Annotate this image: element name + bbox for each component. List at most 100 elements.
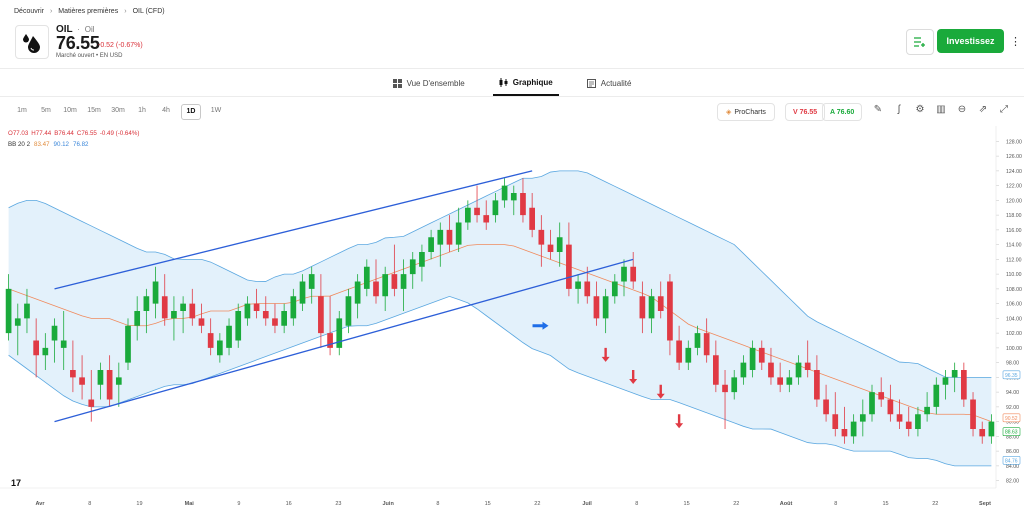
- candle-body: [850, 421, 857, 437]
- y-tick-label: 84.00: [1006, 464, 1019, 470]
- timeframe-1h[interactable]: 1h: [138, 107, 146, 114]
- x-tick-label: 15: [684, 501, 690, 507]
- price-tag-box: [1002, 413, 1021, 423]
- minus-circle-icon[interactable]: ⊖: [957, 104, 967, 115]
- bollinger-middle-line: [8, 244, 992, 423]
- settings-gear-icon[interactable]: ⚙: [915, 104, 925, 115]
- watchlist-button[interactable]: [906, 29, 934, 55]
- timeframe-5m[interactable]: 5m: [41, 107, 51, 114]
- x-tick-label: 22: [534, 501, 540, 507]
- tab-news-label: Actualité: [600, 78, 632, 88]
- candle-body: [905, 421, 912, 429]
- procharts-icon: ◈: [726, 109, 732, 116]
- x-tick-label: Mai: [185, 501, 195, 507]
- buy-price-button[interactable]: A 76.60: [822, 103, 863, 121]
- procharts-button[interactable]: ◈ ProCharts: [717, 103, 775, 121]
- fullscreen-icon[interactable]: ⤢: [1000, 104, 1008, 115]
- candle-body: [520, 193, 526, 216]
- instrument-separator: ·: [77, 25, 80, 34]
- chart-type-icon[interactable]: ▥: [936, 104, 946, 115]
- y-tick-label: 92.00: [1006, 405, 1019, 411]
- x-tick-label: 8: [436, 501, 439, 507]
- arrow-down-icon: [656, 384, 665, 399]
- x-tick-label: Sept: [979, 501, 991, 507]
- tab-overview-label: Vue D'ensemble: [406, 78, 465, 88]
- candle-body: [253, 303, 260, 311]
- candle-body: [804, 362, 811, 370]
- candle-body: [290, 296, 297, 319]
- timeframe-4h[interactable]: 4h: [162, 107, 170, 114]
- candle-body: [217, 340, 223, 356]
- indicators-icon[interactable]: ʃ: [897, 104, 901, 115]
- candle-body: [547, 244, 554, 252]
- sell-price-button[interactable]: V 76.55: [785, 103, 826, 121]
- y-tick-label: 114.00: [1006, 243, 1022, 249]
- share-icon[interactable]: ⇗: [978, 104, 988, 115]
- candle-body: [961, 370, 967, 400]
- candle-body: [299, 281, 306, 304]
- bollinger-lower-line: [8, 295, 992, 467]
- candle-body: [106, 370, 113, 400]
- price-tag-box: [1002, 370, 1021, 380]
- invest-button[interactable]: Investissez: [937, 29, 1004, 53]
- x-tick-label: Août: [780, 501, 793, 507]
- y-tick-label: 112.00: [1006, 257, 1022, 263]
- timeframe-30m[interactable]: 30m: [111, 107, 125, 114]
- candle-body: [501, 185, 508, 201]
- candle-body: [630, 266, 637, 282]
- x-tick-label: 15: [882, 501, 888, 507]
- candle-body: [363, 266, 370, 289]
- candle-body: [859, 414, 866, 422]
- y-tick-label: 108.00: [1006, 287, 1022, 293]
- divider: [0, 68, 1024, 69]
- tab-news[interactable]: Actualité: [581, 70, 638, 96]
- timeframe-1D[interactable]: 1D: [181, 104, 201, 120]
- x-tick-label: 22: [932, 501, 938, 507]
- candle-body: [262, 311, 269, 319]
- candle-body: [79, 377, 85, 385]
- arrow-down-icon: [629, 370, 638, 384]
- timeframe-1m[interactable]: 1m: [17, 107, 27, 114]
- candle-body: [593, 296, 600, 319]
- bb-label: BB 20 2: [8, 141, 31, 148]
- breadcrumb-item-matieres[interactable]: Matières premières: [58, 8, 119, 15]
- candle-body: [382, 274, 389, 297]
- candle-body: [639, 296, 646, 319]
- x-tick-label: 8: [635, 501, 638, 507]
- instrument-title: OIL · Oil: [56, 24, 95, 35]
- candle-body: [951, 370, 958, 378]
- tab-overview[interactable]: Vue D'ensemble: [387, 70, 471, 96]
- procharts-label: ProCharts: [734, 108, 766, 116]
- candle-body: [198, 318, 205, 326]
- y-tick-label: 98.00: [1006, 361, 1019, 367]
- more-options-icon[interactable]: ⋮: [1010, 36, 1021, 48]
- candle-body: [933, 384, 940, 407]
- ohlc-legend: O77.03 H77.44 B76.44 C76.55 -0.49 (-0.64…: [8, 130, 139, 137]
- y-tick-label: 104.00: [1006, 316, 1022, 322]
- ohlc-close: C76.55: [76, 130, 97, 137]
- x-tick-label: 23: [335, 501, 341, 507]
- candle-body: [970, 399, 976, 429]
- timeframe-15m[interactable]: 15m: [87, 107, 101, 114]
- timeframe-1W[interactable]: 1W: [210, 107, 222, 114]
- draw-pencil-icon[interactable]: ✎: [873, 104, 883, 115]
- candle-body: [483, 215, 490, 223]
- price-chart[interactable]: 128.00 126.00 124.00 122.00 120.00 118.00 116.…: [0, 126, 1024, 514]
- candle-body: [42, 347, 49, 356]
- candle-body: [60, 340, 67, 348]
- y-tick-label: 88.00: [1006, 434, 1019, 440]
- tab-chart[interactable]: Graphique: [492, 70, 559, 96]
- candle-body: [272, 318, 278, 326]
- candle-body: [97, 370, 104, 385]
- candle-body: [474, 207, 480, 216]
- ohlc-low: B76.44: [54, 130, 74, 137]
- candle-body: [88, 399, 95, 407]
- breadcrumb-item-decouvrir[interactable]: Découvrir: [14, 8, 44, 15]
- trendline: [54, 258, 634, 423]
- candle-body: [621, 266, 627, 282]
- price-tag-label: 88.63: [1005, 430, 1018, 436]
- timeframe-10m[interactable]: 10m: [63, 107, 77, 114]
- candle-body: [437, 229, 444, 245]
- y-tick-label: 128.00: [1006, 139, 1022, 145]
- candle-body: [345, 296, 352, 326]
